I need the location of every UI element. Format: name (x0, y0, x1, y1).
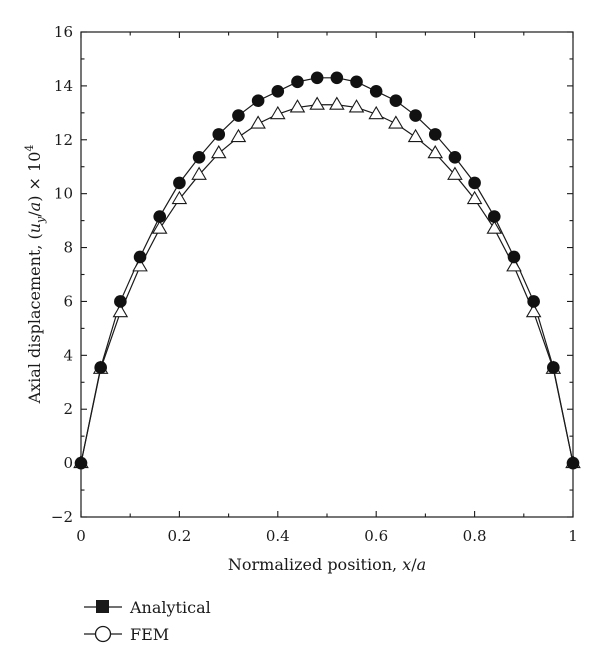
y-tick-label: 8 (63, 239, 73, 257)
data-point-analytical (566, 456, 580, 470)
data-point-analytical (232, 109, 245, 122)
series-line-analytical (80, 77, 574, 464)
series-markers (73, 71, 581, 470)
y-axis-label: Axial displacement, (uy/a) × 104 (23, 145, 47, 405)
x-tick-label: 0 (76, 527, 86, 545)
x-tick-label: 0.4 (266, 527, 290, 545)
data-point-fem (348, 99, 365, 113)
data-point-analytical (173, 176, 186, 190)
legend: Analytical FEM (84, 598, 211, 644)
data-point-fem (447, 166, 463, 180)
y-tick-label: 0 (63, 454, 73, 472)
data-point-fem (151, 220, 168, 234)
data-point-analytical (527, 295, 540, 308)
data-point-fem (171, 190, 188, 205)
legend-item-fem: FEM (84, 625, 169, 644)
data-point-analytical (507, 250, 521, 264)
data-point-fem (466, 190, 483, 205)
x-tick-label: 0.6 (364, 527, 388, 545)
y-tick-label: 16 (54, 23, 73, 41)
data-point-fem (250, 115, 266, 129)
y-tick-label: 6 (63, 292, 73, 310)
x-tick-labels: 0 0.2 0.4 0.6 0.8 1 (76, 527, 578, 545)
data-point-fem (407, 128, 424, 143)
x-tick-label: 1 (568, 527, 578, 545)
data-point-analytical (350, 75, 363, 89)
data-point-fem (427, 144, 444, 159)
data-point-analytical (74, 456, 88, 470)
data-point-analytical (251, 94, 265, 108)
data-point-analytical (114, 295, 127, 308)
x-tick-label: 0.2 (167, 527, 191, 545)
y-tick-label: 10 (54, 185, 73, 203)
data-point-fem (525, 303, 542, 318)
series-lines (80, 77, 574, 464)
data-point-analytical (133, 250, 147, 264)
data-point-fem (486, 220, 503, 234)
y-tick-label: 4 (63, 346, 73, 364)
data-point-fem (329, 96, 345, 110)
legend-label-analytical: Analytical (129, 598, 211, 617)
data-point-fem (368, 105, 385, 120)
data-point-analytical (310, 71, 324, 85)
data-point-analytical (409, 109, 422, 122)
data-point-fem (269, 105, 286, 120)
data-point-fem (132, 258, 148, 272)
data-point-analytical (428, 128, 442, 141)
series-line-fem (80, 104, 574, 464)
data-point-analytical (330, 71, 344, 85)
y-tick-label: 2 (63, 400, 73, 418)
data-point-analytical (369, 84, 383, 98)
x-tick-label: 0.8 (463, 527, 487, 545)
data-point-fem (289, 99, 306, 113)
y-tick-labels: −2 0 2 4 6 8 10 12 14 16 (51, 23, 73, 526)
data-point-fem (388, 115, 404, 129)
data-point-analytical (94, 361, 107, 374)
legend-marker-open-circle (94, 625, 112, 643)
legend-item-analytical: Analytical (84, 598, 211, 617)
data-point-analytical (192, 150, 206, 164)
legend-marker-filled-square (96, 600, 109, 613)
x-axis-label: Normalized position, x/a (228, 555, 426, 574)
data-point-analytical (153, 210, 167, 223)
y-tick-label: 12 (54, 131, 73, 149)
data-point-analytical (547, 361, 560, 374)
data-point-fem (191, 166, 207, 180)
data-point-analytical (389, 94, 403, 108)
data-point-fem (210, 144, 227, 159)
y-tick-label: −2 (51, 508, 73, 526)
data-point-analytical (448, 150, 462, 164)
data-point-fem (112, 303, 129, 318)
data-point-analytical (291, 75, 304, 89)
axis-ticks (80, 31, 574, 518)
legend-label-fem: FEM (130, 625, 169, 644)
data-point-fem (309, 96, 325, 110)
data-point-analytical (487, 210, 501, 223)
data-point-fem (230, 128, 247, 143)
data-point-analytical (468, 176, 481, 190)
data-point-analytical (212, 128, 226, 141)
data-point-analytical (271, 84, 285, 98)
data-point-fem (506, 258, 522, 272)
y-tick-label: 14 (54, 77, 73, 95)
